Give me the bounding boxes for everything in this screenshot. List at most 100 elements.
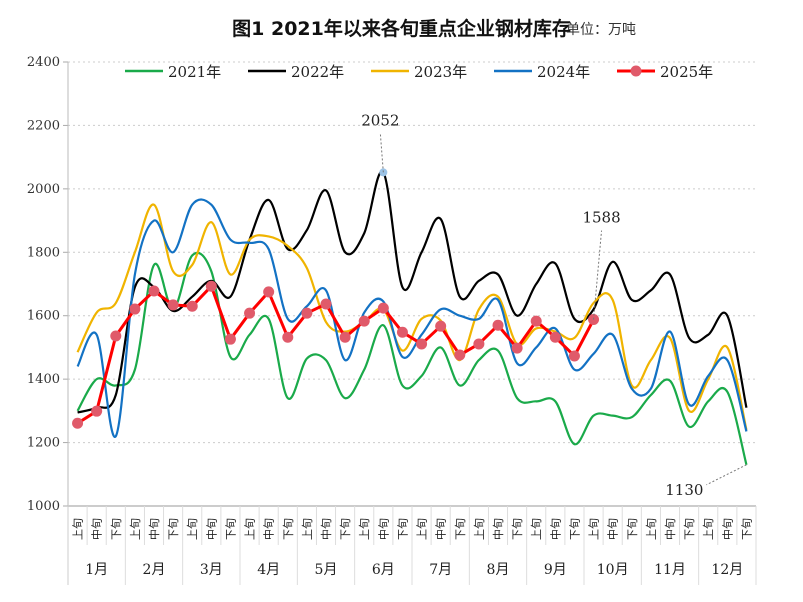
chart-title: 图1 2021年以来各旬重点企业钢材库存	[232, 18, 571, 40]
data-point	[301, 307, 313, 319]
legend-label: 2021年	[168, 63, 221, 81]
x-tick-label: 中旬	[721, 518, 734, 540]
x-tick-label: 下旬	[396, 518, 409, 540]
legend-label: 2023年	[414, 63, 467, 81]
y-tick-label: 2400	[27, 55, 60, 70]
month-label: 7月	[429, 562, 452, 578]
x-tick-label: 下旬	[167, 518, 180, 540]
x-tick-label: 上旬	[416, 518, 429, 540]
month-label: 11月	[654, 562, 686, 578]
data-point	[224, 333, 236, 345]
series-line-2025年	[76, 284, 595, 425]
annotation-leader	[706, 464, 747, 486]
data-point	[91, 405, 103, 417]
month-label: 12月	[711, 562, 743, 578]
x-tick-label: 中旬	[377, 518, 390, 540]
x-tick-label: 上旬	[129, 518, 142, 540]
legend-label: 2022年	[291, 63, 344, 81]
month-label: 9月	[544, 562, 567, 578]
data-point	[167, 299, 179, 311]
x-tick-label: 中旬	[607, 518, 620, 540]
x-tick-label: 上旬	[473, 518, 486, 540]
x-tick-label: 下旬	[110, 518, 123, 540]
series-line-2023年	[76, 203, 748, 431]
x-tick-label: 中旬	[91, 518, 104, 540]
data-point	[454, 349, 466, 361]
data-point	[72, 417, 84, 429]
x-tick-label: 上旬	[244, 518, 257, 540]
data-point	[435, 320, 447, 332]
x-tick-label: 上旬	[588, 518, 601, 540]
annotation-label: 1588	[582, 209, 620, 227]
x-tick-label: 中旬	[664, 518, 677, 540]
month-label: 5月	[315, 562, 338, 578]
x-tick-label: 下旬	[511, 518, 524, 540]
x-tick-label: 中旬	[320, 518, 333, 540]
month-label: 4月	[257, 562, 280, 578]
unit-label: 单位：万吨	[566, 22, 636, 38]
data-point	[530, 315, 542, 327]
x-tick-label: 下旬	[282, 518, 295, 540]
data-point	[129, 303, 141, 315]
x-tick-label: 上旬	[358, 518, 371, 540]
y-tick-label: 1200	[27, 436, 60, 451]
legend-label: 2024年	[537, 63, 590, 81]
data-point	[396, 326, 408, 338]
data-point	[377, 302, 389, 314]
series-line-2021年	[76, 251, 748, 466]
x-tick-label: 中旬	[549, 518, 562, 540]
x-tick-label: 下旬	[683, 518, 696, 540]
data-point	[244, 307, 256, 319]
annotation-label: 1130	[665, 481, 703, 499]
data-point	[186, 300, 198, 312]
x-tick-label: 下旬	[626, 518, 639, 540]
x-tick-label: 上旬	[72, 518, 85, 540]
month-label: 8月	[487, 562, 510, 578]
data-point	[416, 338, 428, 350]
x-tick-label: 上旬	[702, 518, 715, 540]
x-tick-label: 中旬	[205, 518, 218, 540]
data-point	[282, 331, 294, 343]
annotation-leader	[379, 133, 384, 173]
x-tick-label: 下旬	[740, 518, 753, 540]
x-tick-label: 上旬	[645, 518, 658, 540]
series-line-2024年	[76, 198, 748, 438]
legend-marker	[630, 65, 642, 77]
x-tick-label: 下旬	[339, 518, 352, 540]
month-label: 2月	[143, 562, 166, 578]
x-tick-label: 上旬	[186, 518, 199, 540]
y-tick-label: 1400	[27, 372, 60, 387]
data-point	[205, 280, 217, 292]
data-point	[549, 331, 561, 343]
x-tick-label: 上旬	[301, 518, 314, 540]
data-point	[511, 342, 523, 354]
x-tick-label: 上旬	[530, 518, 543, 540]
x-tick-label: 下旬	[224, 518, 237, 540]
y-tick-label: 2200	[27, 118, 60, 133]
series-line-2022年	[77, 170, 748, 414]
y-tick-label: 1600	[27, 309, 60, 324]
month-label: 1月	[85, 562, 108, 578]
x-tick-label: 中旬	[263, 518, 276, 540]
data-point	[492, 319, 504, 331]
x-tick-label: 中旬	[148, 518, 161, 540]
data-point	[339, 331, 351, 343]
data-point	[358, 315, 370, 327]
x-tick-label: 中旬	[492, 518, 505, 540]
x-tick-label: 下旬	[568, 518, 581, 540]
x-tick-label: 中旬	[435, 518, 448, 540]
data-point	[148, 285, 160, 297]
data-point	[263, 286, 275, 298]
annotation-leader	[593, 230, 603, 320]
legend-label: 2025年	[660, 63, 713, 81]
month-label: 3月	[200, 562, 223, 578]
annotation-label: 2052	[361, 111, 399, 129]
month-label: 6月	[372, 562, 395, 578]
data-point	[473, 338, 485, 350]
y-tick-label: 1800	[27, 245, 60, 260]
x-tick-label: 下旬	[454, 518, 467, 540]
data-point	[568, 350, 580, 362]
y-tick-label: 2000	[27, 182, 60, 197]
data-point	[110, 330, 122, 342]
